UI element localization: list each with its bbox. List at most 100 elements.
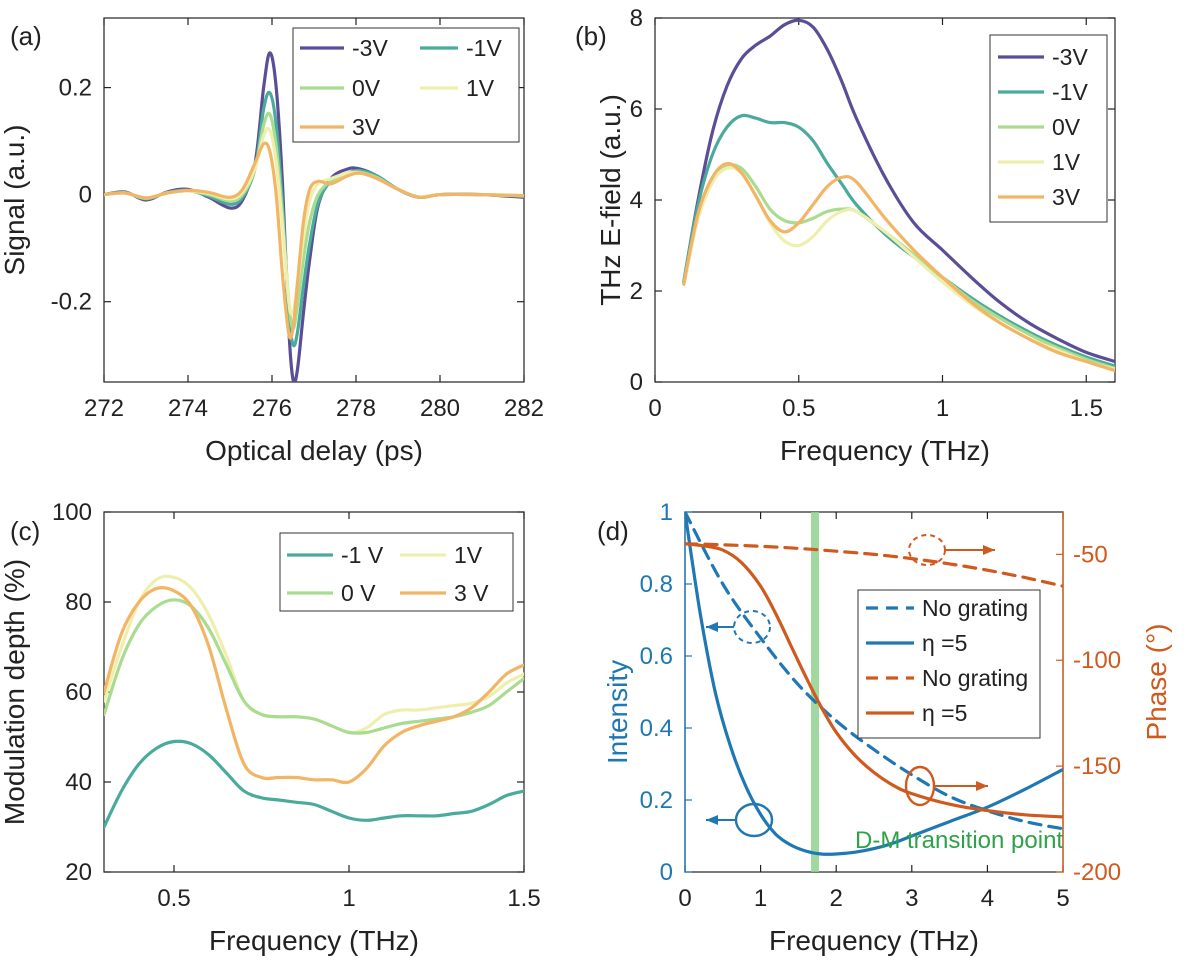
y-tick-label: 0 — [79, 182, 92, 209]
y-tick-label: 0 — [660, 859, 673, 886]
arrow-left-dashed-head — [706, 622, 718, 632]
x-tick-label: 1.5 — [507, 885, 540, 912]
series-group — [104, 574, 524, 829]
series-line-5 — [685, 512, 1063, 856]
y-tick-label: 2 — [630, 278, 643, 305]
x-tick-label: 282 — [504, 395, 544, 422]
y-axis-label-left: Intensity — [602, 660, 633, 764]
series-group — [104, 51, 524, 382]
legend-label: 1V — [466, 75, 495, 101]
y-tick-label: 0.2 — [59, 75, 92, 102]
plot-frame — [103, 17, 525, 383]
y-right-tick-label: -50 — [1073, 541, 1108, 568]
x-tick-label: 2 — [830, 885, 843, 912]
legend-label: -3V — [1052, 44, 1088, 70]
series-group — [682, 18, 1115, 373]
panel-d: (d) 0 1 2 3 4 5 Frequency (THz) 0 0.2 0.4 0.6 0.8 1 -2… — [597, 499, 1172, 956]
panel-b: (b) 0 0.5 1 1.5 Frequency (THz) 0 2 4 6 8 THz E-fie… — [575, 5, 1116, 466]
legend-label: η =5 — [922, 700, 967, 726]
solid-ellipse-phase — [904, 765, 936, 807]
series-line-3V — [682, 18, 1115, 364]
legend-label: -1 V — [341, 542, 384, 568]
x-tick-label: 280 — [420, 395, 460, 422]
x-tick-label: 1 — [936, 395, 949, 422]
y-right-tick-label: -150 — [1073, 753, 1121, 780]
y-tick-label: 0.8 — [640, 571, 673, 598]
y-tick-label: 6 — [630, 96, 643, 123]
x-axis-label: Optical delay (ps) — [205, 435, 423, 466]
x-axis-label: Frequency (THz) — [780, 435, 990, 466]
legend-label: -1V — [466, 35, 502, 61]
x-axis-label: Frequency (THz) — [769, 925, 979, 956]
series-line-1V — [682, 113, 1115, 368]
legend-label: 3 V — [454, 580, 489, 606]
y-tick-label: 0.4 — [640, 715, 673, 742]
legend-label: No grating — [922, 665, 1028, 691]
x-tick-label: 276 — [252, 395, 292, 422]
panel-label: (c) — [10, 516, 40, 546]
legend-label: 0 V — [341, 580, 376, 606]
y-tick-label: 100 — [52, 499, 92, 526]
x-tick-label: 1 — [754, 885, 767, 912]
y-tick-label: 60 — [65, 679, 92, 706]
x-tick-label: 0 — [678, 885, 691, 912]
legend: No grating η =5 No grating η =5 — [857, 589, 1041, 739]
x-tick-label: 1 — [342, 885, 355, 912]
dashed-ellipse-intensity — [733, 610, 771, 644]
legend-label: 3V — [1052, 184, 1081, 210]
y-axis-label: Modulation depth (%) — [0, 559, 30, 825]
y-tick-label: 0.2 — [640, 787, 673, 814]
series-line-3V — [104, 586, 524, 785]
series-line-5 — [685, 542, 1063, 819]
series-line-Nograting — [685, 512, 1063, 831]
series-group — [685, 512, 1063, 856]
panel-label: (a) — [10, 21, 42, 51]
legend: -1 V 1V 0 V 3 V — [279, 532, 514, 612]
panel-c: (c) 0.5 1 1.5 Frequency (THz) 20 40 60 80 100 Modu… — [0, 499, 541, 956]
legend-label: 1V — [1052, 149, 1081, 175]
arrow-right-solid-head — [976, 781, 988, 791]
y-tick-label: 8 — [630, 5, 643, 32]
x-tick-label: 5 — [1056, 885, 1069, 912]
y-right-tick-label: -100 — [1073, 647, 1121, 674]
y-tick-label: 4 — [630, 187, 643, 214]
series-line-3V — [104, 141, 524, 340]
x-tick-label: 272 — [84, 395, 124, 422]
y-axis-label-right: Phase (°) — [1141, 623, 1172, 740]
y-tick-label: 1 — [660, 499, 673, 526]
legend-label: -3V — [352, 35, 388, 61]
y-tick-label: 80 — [65, 589, 92, 616]
x-axis-label: Frequency (THz) — [209, 925, 419, 956]
y-tick-label: 0.6 — [640, 643, 673, 670]
series-line-1V — [104, 739, 524, 829]
x-tick-label: 0.5 — [782, 395, 815, 422]
transition-annotation: D-M transition point — [855, 827, 1063, 854]
x-tick-label: 0 — [648, 395, 661, 422]
x-tick-label: 3 — [905, 885, 918, 912]
series-line-Nograting — [685, 542, 1063, 588]
x-tick-label: 0.5 — [157, 885, 190, 912]
y-tick-label: -0.2 — [51, 289, 92, 316]
panel-label: (d) — [597, 516, 629, 546]
legend-label: 0V — [1052, 114, 1081, 140]
legend-label: 1V — [454, 542, 483, 568]
x-tick-label: 1.5 — [1070, 395, 1103, 422]
y-right-tick-label: -200 — [1073, 859, 1121, 886]
series-line-3V — [682, 161, 1115, 373]
panel-label: (b) — [575, 21, 607, 51]
y-axis-label: Signal (a.u.) — [0, 125, 30, 276]
x-tick-label: 278 — [336, 395, 376, 422]
y-tick-label: 40 — [65, 769, 92, 796]
legend-label: -1V — [1052, 79, 1088, 105]
solid-ellipse-intensity — [734, 802, 774, 838]
legend-label: No grating — [922, 595, 1028, 621]
y-tick-label: 0 — [630, 369, 643, 396]
arrow-left-solid-head — [706, 815, 718, 825]
legend-box — [279, 532, 514, 612]
panel-a: (a) 272 274 276 278 280 282 Optical delay (ps) -… — [0, 17, 544, 466]
legend: -3V -1V 0V 1V 3V — [292, 27, 520, 143]
legend-label: 3V — [352, 114, 381, 140]
legend: -3V -1V 0V 1V 3V — [989, 34, 1108, 223]
legend-label: η =5 — [922, 630, 967, 656]
